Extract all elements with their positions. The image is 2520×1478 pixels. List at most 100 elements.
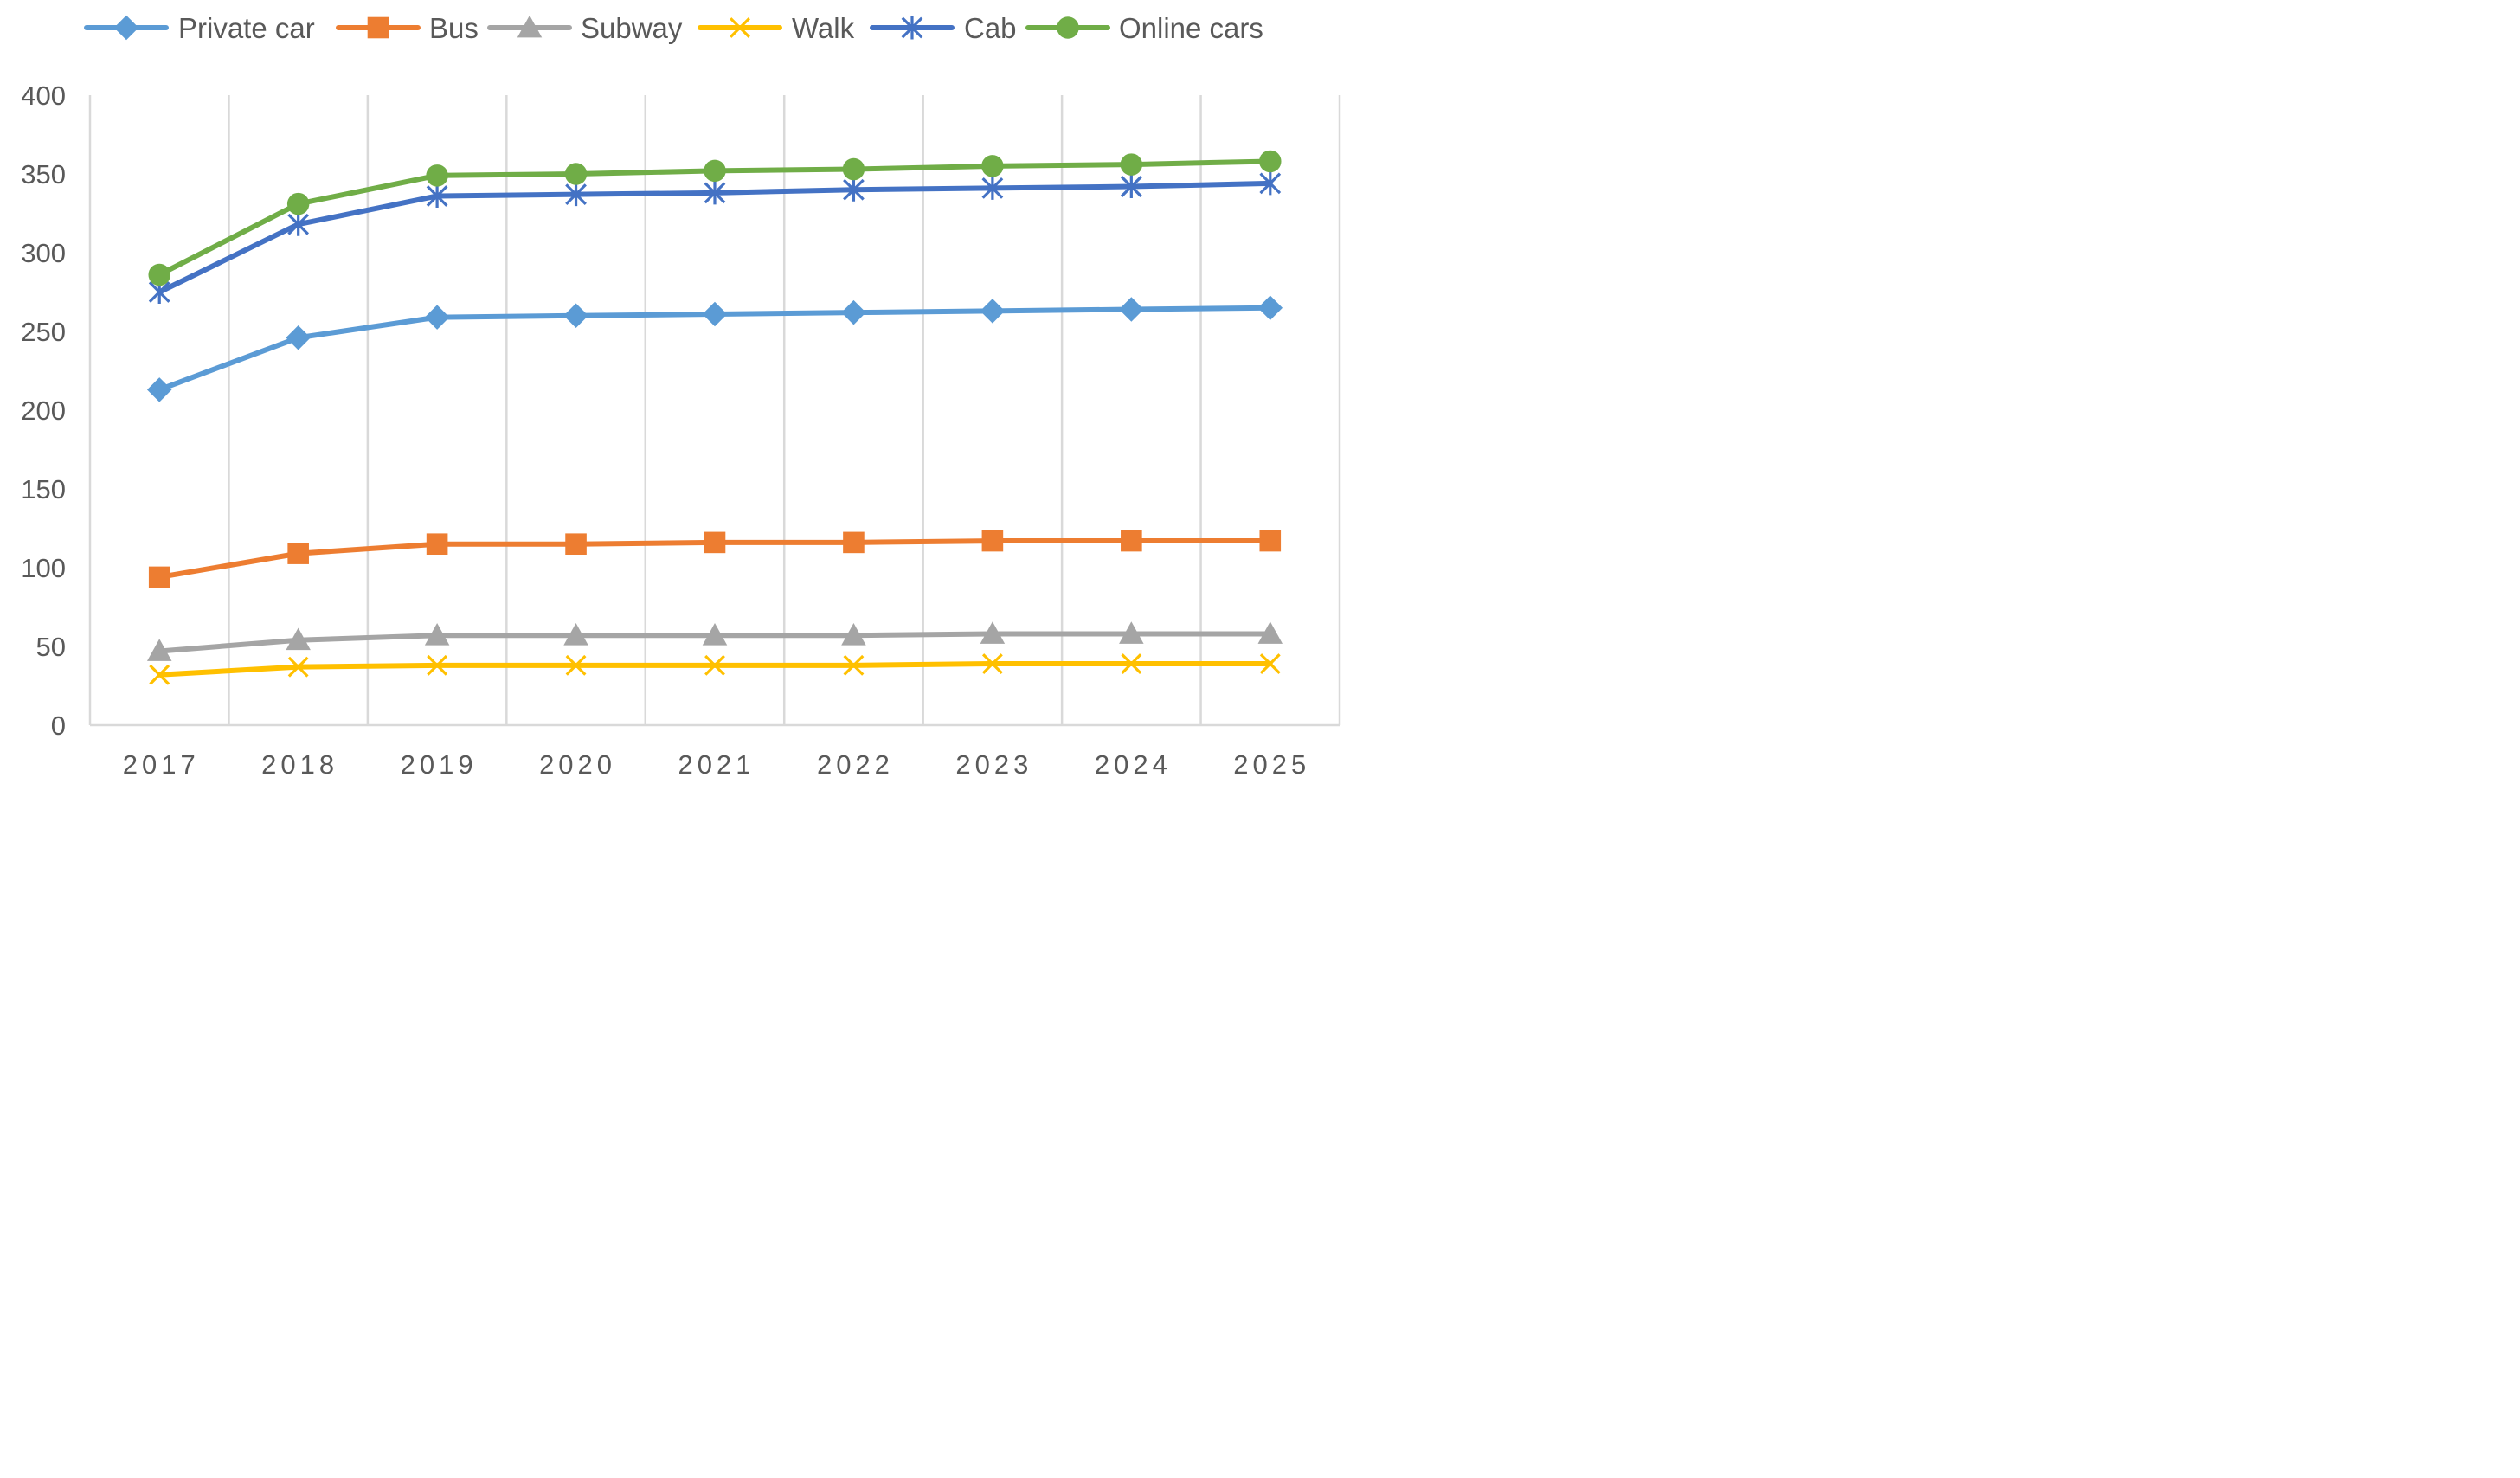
legend-marker [517, 15, 543, 38]
walk-point [149, 664, 170, 685]
private-car-point [980, 299, 1006, 324]
series-subway [146, 621, 1283, 661]
legend-marker [367, 16, 389, 39]
bus-point [1259, 530, 1282, 552]
walk-point [704, 654, 725, 676]
legend-label: Subway [581, 12, 683, 44]
online-cars-point [426, 164, 448, 187]
y-tick-label: 300 [21, 238, 66, 268]
private-car-point [1257, 295, 1283, 320]
y-tick-label: 150 [21, 474, 66, 504]
walk-point [287, 656, 309, 678]
walk-point [981, 653, 1003, 674]
legend-label: Private car [178, 12, 315, 44]
x-tick-label: 2020 [539, 749, 616, 780]
bus-point [148, 566, 170, 588]
legend-item-walk: Walk [698, 12, 855, 44]
series-cab [148, 171, 1282, 304]
bus-point [287, 543, 309, 564]
y-tick-label: 200 [21, 395, 66, 426]
legend-item-cab: Cab [870, 12, 1017, 44]
axes: 0 50 100 150 200 250 300 350 400 2017 2018 2019 2020… [21, 80, 1340, 780]
private-car-point [702, 301, 728, 327]
private-car-point [424, 305, 450, 330]
y-tick-label: 350 [21, 159, 66, 190]
online-cars-point [1120, 153, 1143, 176]
bus-point [1121, 530, 1142, 552]
subway-point [841, 623, 866, 646]
cab-point [565, 183, 587, 207]
subway-point [424, 623, 450, 646]
subway-point [1257, 621, 1283, 644]
subway-point [563, 623, 588, 646]
legend-item-online-cars: Online cars [1025, 12, 1263, 44]
bus-point [565, 533, 587, 555]
legend-label: Bus [429, 12, 479, 44]
online-cars-point [704, 159, 726, 183]
legend-item-private-car: Private car [84, 12, 315, 44]
private-car-point [1119, 297, 1144, 322]
subway-point [1119, 621, 1144, 644]
cab-point [981, 176, 1004, 200]
legend-marker [113, 15, 139, 41]
online-cars-point [1259, 150, 1282, 173]
subway-point [286, 627, 311, 651]
cab-point [287, 212, 310, 236]
cab-point [1259, 171, 1282, 196]
legend-marker [901, 16, 923, 40]
private-car-point [286, 325, 311, 350]
gridlines [88, 95, 1341, 725]
legend-marker [1057, 16, 1079, 39]
series-private-car [146, 295, 1283, 402]
cab-point [843, 177, 865, 202]
walk-point [1121, 653, 1142, 674]
legend-marker [730, 17, 750, 38]
subway-point [146, 639, 172, 661]
subway-point [702, 623, 728, 646]
bus-point [426, 533, 448, 555]
series-walk [149, 653, 1281, 685]
series-bus [148, 530, 1282, 588]
private-car-point [146, 377, 172, 402]
bus-point [843, 531, 865, 554]
x-tick-label: 2018 [261, 749, 338, 780]
private-car-point [841, 299, 866, 325]
y-tick-label: 400 [21, 80, 66, 111]
cab-point [426, 183, 448, 208]
online-cars-point [286, 192, 310, 215]
subway-point [980, 621, 1006, 644]
y-tick-label: 100 [21, 553, 66, 583]
y-tick-label: 250 [21, 317, 66, 347]
x-tick-label: 2022 [817, 749, 894, 780]
bus-point [981, 530, 1004, 552]
walk-point [843, 654, 865, 676]
private-car-point [563, 303, 588, 329]
y-tick-label: 50 [36, 632, 66, 662]
x-tick-label: 2023 [955, 749, 1032, 780]
online-cars-point [842, 157, 865, 181]
cab-point [1120, 175, 1142, 199]
online-cars-point [148, 263, 170, 286]
walk-point [565, 654, 587, 676]
walk-point [1259, 653, 1281, 674]
series-lines [146, 150, 1283, 685]
series-online-cars [148, 150, 1282, 286]
x-tick-label: 2024 [1095, 749, 1172, 780]
x-tick-label: 2021 [678, 749, 755, 780]
bus-point [704, 531, 726, 554]
x-tick-label: 2025 [1233, 749, 1310, 780]
legend-item-bus: Bus [336, 12, 479, 44]
legend-label: Cab [964, 12, 1017, 44]
y-tick-label: 0 [51, 710, 66, 741]
cab-point [704, 181, 726, 205]
legend-label: Online cars [1119, 12, 1263, 44]
walk-point [427, 654, 448, 676]
online-cars-point [981, 155, 1004, 177]
legend-item-subway: Subway [487, 12, 683, 44]
legend: Private car Bus Subway Walk Cab Online cars [84, 12, 1263, 44]
x-tick-label: 2017 [123, 749, 200, 780]
line-chart: 0 50 100 150 200 250 300 350 400 2017 2018 2019 2020… [21, 12, 1341, 780]
online-cars-point [564, 163, 588, 185]
x-tick-label: 2019 [401, 749, 478, 780]
legend-label: Walk [792, 12, 855, 44]
